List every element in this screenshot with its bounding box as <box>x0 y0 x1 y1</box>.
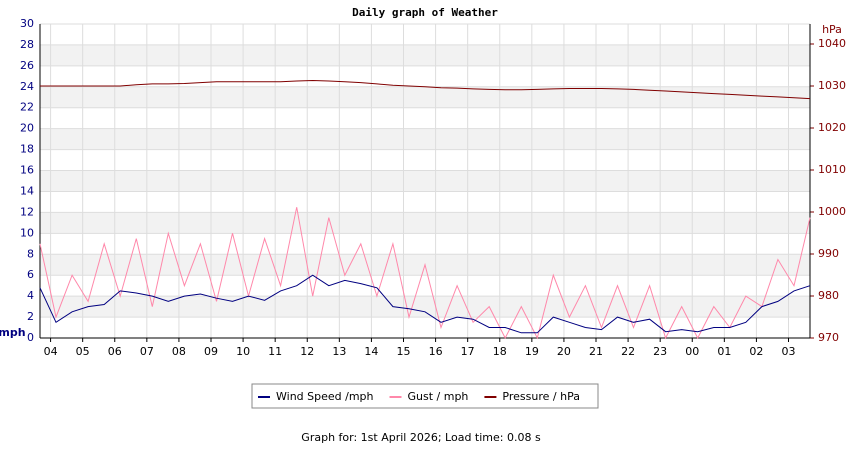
y-tick-label: 6 <box>27 268 34 281</box>
y2-tick-label: 990 <box>818 247 839 260</box>
band <box>40 86 810 108</box>
series-line <box>39 207 811 340</box>
x-tick-label: 19 <box>525 345 539 358</box>
band <box>40 296 810 318</box>
y2-tick-label: 1010 <box>818 163 846 176</box>
y-axis-label: mph <box>0 326 26 339</box>
x-tick-label: 04 <box>44 345 58 358</box>
x-tick-label: 17 <box>461 345 475 358</box>
y2-tick-label: 980 <box>818 289 839 302</box>
legend-box <box>251 383 599 409</box>
x-tick-label: 12 <box>300 345 314 358</box>
legend-label: Pressure / hPa <box>502 390 580 403</box>
y-tick-label: 16 <box>20 164 34 177</box>
y2-tick-label: 1030 <box>818 79 846 92</box>
x-tick-label: 08 <box>172 345 186 358</box>
y-tick-label: 8 <box>27 247 34 260</box>
x-tick-label: 11 <box>268 345 282 358</box>
legend-label: Gust / mph <box>408 390 469 403</box>
y2-axis-label: hPa <box>822 23 842 36</box>
x-tick-label: 20 <box>557 345 571 358</box>
band <box>40 128 810 150</box>
x-tick-label: 00 <box>685 345 699 358</box>
y-tick-label: 30 <box>20 17 34 30</box>
x-tick-label: 06 <box>108 345 122 358</box>
y-tick-label: 4 <box>27 289 34 302</box>
x-tick-label: 13 <box>332 345 346 358</box>
y2-tick-label: 1040 <box>818 37 846 50</box>
y-tick-label: 28 <box>20 38 34 51</box>
series-line <box>39 274 811 334</box>
y-tick-label: 10 <box>20 226 34 239</box>
y-tick-label: 22 <box>20 101 34 114</box>
series-line <box>40 79 811 100</box>
band <box>40 170 810 192</box>
x-tick-label: 16 <box>429 345 443 358</box>
chart-title: Daily graph of Weather <box>352 6 498 19</box>
x-tick-label: 05 <box>76 345 90 358</box>
x-tick-label: 02 <box>749 345 763 358</box>
footer: Graph for: 1st April 2026; Load time: 0.… <box>301 431 541 444</box>
y-tick-label: 14 <box>20 184 34 197</box>
x-tick-label: 22 <box>621 345 635 358</box>
y-tick-label: 12 <box>20 205 34 218</box>
y-tick-label: 2 <box>27 310 34 323</box>
y-tick-label: 26 <box>20 59 34 72</box>
y-tick-label: 0 <box>27 331 34 344</box>
legend-label: Wind Speed /mph <box>276 390 374 403</box>
bands <box>40 44 810 318</box>
x-tick-label: 07 <box>140 345 154 358</box>
y2-tick-label: 970 <box>818 331 839 344</box>
x-tick-label: 21 <box>589 345 603 358</box>
x-tick-label: 09 <box>204 345 218 358</box>
x-tick-label: 01 <box>717 345 731 358</box>
x-tick-label: 23 <box>653 345 667 358</box>
x-tick-label: 15 <box>397 345 411 358</box>
y2-tick-label: 1020 <box>818 121 846 134</box>
y-tick-label: 18 <box>20 143 34 156</box>
band <box>40 212 810 234</box>
y-tick-label: 24 <box>20 80 34 93</box>
y-tick-label: 20 <box>20 122 34 135</box>
x-tick-label: 18 <box>493 345 507 358</box>
x-tick-label: 14 <box>364 345 378 358</box>
x-tick-label: 03 <box>782 345 796 358</box>
y2-tick-label: 1000 <box>818 205 846 218</box>
x-tick-label: 10 <box>236 345 250 358</box>
band <box>40 44 810 66</box>
